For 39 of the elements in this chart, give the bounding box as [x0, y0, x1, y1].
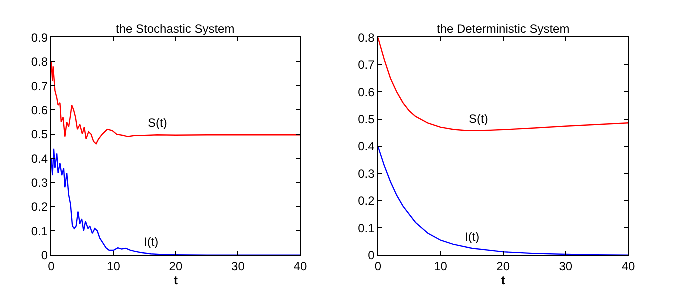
y-tick-label: 0.6	[31, 103, 48, 118]
y-tick-label: 0.8	[31, 55, 48, 70]
y-tick-label: 0.5	[358, 112, 376, 126]
x-tick-label: 40	[294, 260, 308, 274]
line-series	[378, 146, 628, 256]
y-tick-label: 0.2	[31, 200, 48, 214]
y-tick-label: 0.4	[31, 152, 48, 166]
x-tick-label: 10	[107, 260, 121, 274]
x-tick-label: 30	[232, 260, 246, 274]
y-tick-label: 0.4	[358, 140, 376, 154]
y-tick-label: 0.2	[358, 194, 376, 208]
y-tick-label: 0.3	[358, 166, 376, 181]
y-tick-label: 0.7	[358, 58, 376, 72]
chart-title: the Deterministic System	[437, 22, 570, 36]
y-tick-label: 0.8	[358, 30, 376, 45]
y-tick-label: 0.3	[31, 176, 48, 190]
x-tick-label: 20	[496, 260, 510, 274]
x-axis-title: t	[501, 274, 506, 288]
y-tick-label: 0	[368, 248, 376, 263]
y-tick-label: 0.7	[31, 79, 48, 94]
y-tick-label: 0.6	[358, 85, 376, 100]
series-label: I(t)	[144, 235, 159, 249]
line-series	[51, 61, 300, 145]
x-tick-label: 10	[434, 260, 448, 274]
x-tick-label: 30	[559, 260, 573, 274]
y-tick-label: 0.5	[31, 128, 48, 142]
y-tick-label: 0.9	[31, 30, 48, 45]
x-tick-label: 20	[169, 260, 183, 274]
chart-title: the Stochastic System	[116, 22, 235, 36]
y-tick-label: 0	[41, 248, 48, 263]
y-tick-label: 0.1	[31, 224, 48, 238]
series-label: S(t)	[469, 112, 488, 126]
line-series	[378, 38, 628, 132]
x-tick-label: 40	[622, 260, 636, 274]
series-label: I(t)	[465, 230, 480, 244]
x-axis-title: t	[174, 274, 178, 288]
series-label: S(t)	[148, 116, 168, 130]
y-tick-label: 0.1	[358, 221, 376, 236]
line-series	[51, 148, 300, 256]
